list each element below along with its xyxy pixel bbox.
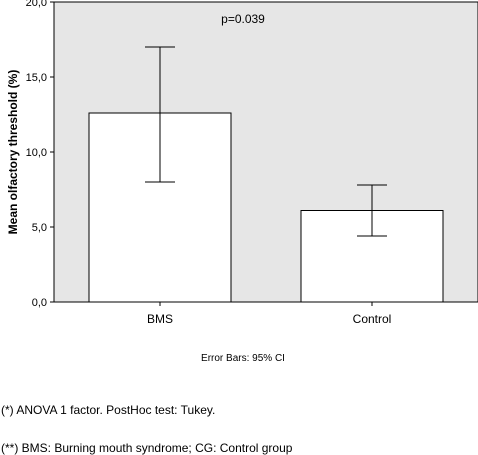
y-axis-title: Mean olfactory threshold (%): [6, 70, 20, 235]
x-axis-labels: BMS Control: [147, 302, 391, 326]
footnote-anova: (*) ANOVA 1 factor. PostHoc test: Tukey.: [1, 403, 216, 417]
y-tick-label: 0,0: [32, 297, 47, 309]
y-tick-label: 20,0: [26, 0, 47, 9]
p-value-annotation: p=0.039: [221, 12, 265, 26]
error-bar-caption: Error Bars: 95% CI: [201, 353, 285, 364]
y-tick-label: 10,0: [26, 147, 47, 159]
y-tick-label: 15,0: [26, 72, 47, 84]
bar-chart: 0,0 5,0 10,0 15,0 20,0 BMS Control Mean olfac…: [6, 0, 478, 364]
y-tick-label: 5,0: [32, 222, 47, 234]
error-bars-group: [145, 46, 387, 237]
footnote-abbreviations: (**) BMS: Burning mouth syndrome; CG: Co…: [1, 441, 293, 455]
x-tick-label: Control: [353, 312, 392, 326]
y-axis: 0,0 5,0 10,0 15,0 20,0: [26, 0, 54, 309]
x-tick-label: BMS: [147, 312, 173, 326]
